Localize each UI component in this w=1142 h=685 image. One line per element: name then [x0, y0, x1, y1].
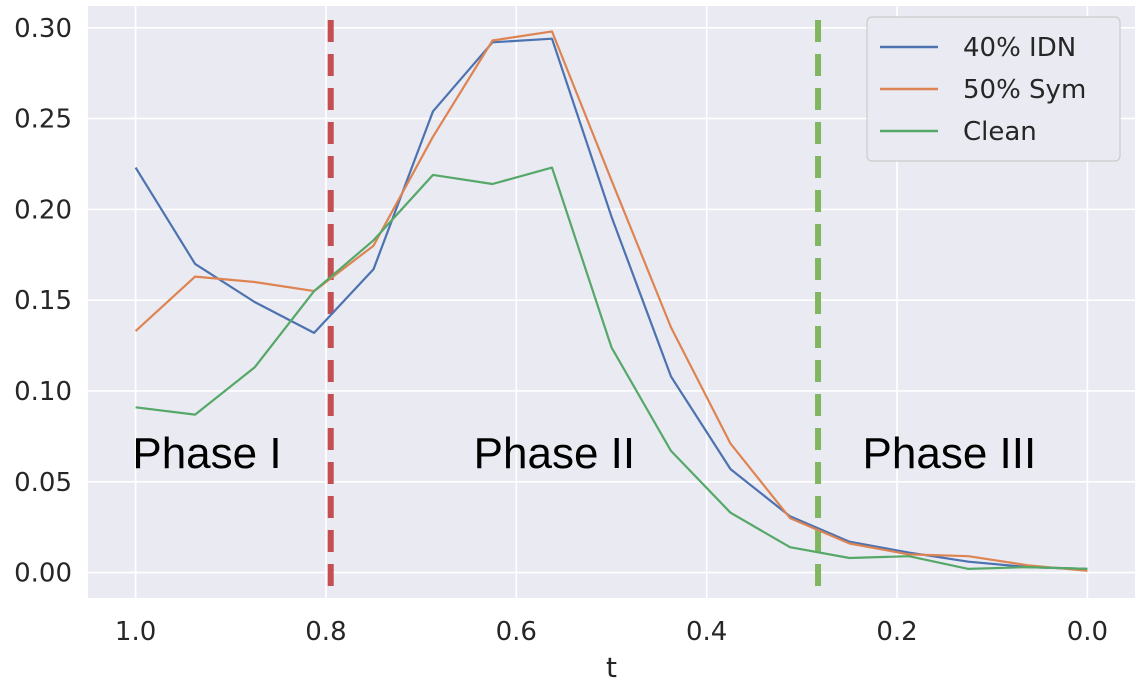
phase-label-1: Phase I [132, 429, 281, 478]
legend: 40% IDN 50% Sym Clean [866, 16, 1121, 162]
phase-labels: Phase I Phase II Phase III [132, 429, 1036, 478]
y-tick-label: 0.20 [14, 195, 72, 225]
y-tick-label: 0.00 [14, 559, 72, 589]
y-tick-label: 0.15 [14, 286, 72, 316]
x-tick-label: 0.8 [305, 617, 346, 647]
series-line-3 [135, 166, 1088, 571]
legend-box [866, 16, 1121, 162]
phase-dividers [327, 20, 822, 590]
series-line-2 [134, 30, 1088, 572]
y-tick-label: 0.10 [14, 377, 72, 407]
grid-lines [88, 6, 1135, 598]
x-tick-label: 0.6 [496, 617, 537, 647]
x-tick-labels: 1.0 0.8 0.6 0.4 0.2 0.0 [115, 617, 1108, 647]
y-tick-labels: 0.00 0.05 0.10 0.15 0.20 0.25 0.30 [14, 14, 72, 589]
y-tick-label: 0.30 [14, 14, 72, 44]
phase-label-2: Phase II [474, 429, 635, 478]
x-tick-label: 0.0 [1067, 617, 1108, 647]
legend-label-3: Clean [963, 117, 1037, 147]
x-tick-label: 1.0 [115, 617, 156, 647]
legend-label-1: 40% IDN [963, 33, 1076, 63]
y-tick-label: 0.05 [14, 468, 72, 498]
legend-label-2: 50% Sym [963, 75, 1086, 105]
y-tick-label: 0.25 [14, 105, 72, 135]
series-lines [134, 30, 1088, 572]
phase-label-3: Phase III [863, 429, 1037, 478]
x-tick-label: 0.4 [686, 617, 727, 647]
x-axis-label: t [606, 651, 617, 684]
x-tick-label: 0.2 [876, 617, 917, 647]
